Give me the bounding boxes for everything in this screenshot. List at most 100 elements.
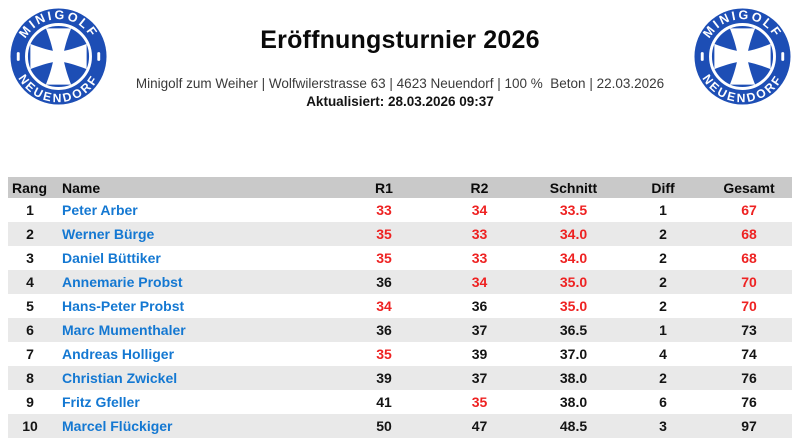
- rank-cell: 7: [26, 346, 34, 362]
- diff-cell: 2: [659, 274, 667, 290]
- player-name-link[interactable]: Christian Zwickel: [62, 370, 178, 386]
- player-name-link[interactable]: Peter Arber: [62, 202, 138, 218]
- player-name-link[interactable]: Annemarie Probst: [62, 274, 183, 290]
- table-row: 7 Andreas Holliger 35 39 37.0 4 74: [8, 342, 792, 366]
- col-header-r2: R2: [432, 177, 527, 198]
- diff-cell: 2: [659, 226, 667, 242]
- col-header-schnitt: Schnitt: [527, 177, 620, 198]
- schnitt-cell: 35.0: [559, 298, 588, 314]
- r1-cell: 39: [376, 370, 392, 386]
- r2-cell: 37: [471, 370, 488, 386]
- r1-cell: 36: [376, 274, 392, 290]
- club-logo-left: MINIGOLF NEUENDORF: [10, 8, 107, 105]
- gesamt-cell: 70: [741, 298, 757, 314]
- rank-cell: 8: [26, 370, 34, 386]
- diff-cell: 6: [659, 394, 667, 410]
- cross-pattee-icon: [30, 28, 87, 85]
- schnitt-cell: 37.0: [559, 346, 588, 362]
- venue-info: Minigolf zum Weiher | Wolfwilerstrasse 6…: [135, 76, 665, 91]
- diff-cell: 2: [659, 250, 667, 266]
- player-name-link[interactable]: Andreas Holliger: [62, 346, 175, 362]
- page-header: MINIGOLF NEUENDORF Eröffnungsturnier 202…: [0, 0, 800, 112]
- logo-dash-right: [97, 52, 101, 61]
- logo-dash-left: [16, 52, 20, 61]
- r1-cell: 36: [376, 322, 392, 338]
- diff-cell: 2: [659, 298, 667, 314]
- results-table-body: 1 Peter Arber 33 34 33.5 1 67 2 Werner Bürge 35 33…: [8, 198, 792, 438]
- page-title: Eröffnungsturnier 2026: [260, 26, 540, 54]
- gesamt-cell: 70: [741, 274, 757, 290]
- r1-cell: 34: [376, 298, 392, 314]
- rank-cell: 5: [26, 298, 34, 314]
- rank-cell: 2: [26, 226, 34, 242]
- gesamt-cell: 74: [741, 346, 757, 362]
- r2-cell: 47: [471, 418, 488, 434]
- r1-cell: 50: [376, 418, 392, 434]
- r1-cell: 41: [376, 394, 392, 410]
- rank-cell: 3: [26, 250, 34, 266]
- schnitt-cell: 33.5: [559, 202, 588, 218]
- player-name-link[interactable]: Fritz Gfeller: [62, 394, 140, 410]
- rank-cell: 9: [26, 394, 34, 410]
- r2-cell: 39: [471, 346, 488, 362]
- gesamt-cell: 97: [741, 418, 757, 434]
- r2-cell: 36: [471, 298, 488, 314]
- schnitt-cell: 48.5: [559, 418, 588, 434]
- schnitt-cell: 36.5: [559, 322, 588, 338]
- r2-cell: 33: [471, 250, 488, 266]
- r2-cell: 35: [471, 394, 488, 410]
- gesamt-cell: 67: [741, 202, 757, 218]
- player-name-link[interactable]: Daniel Büttiker: [62, 250, 161, 266]
- gesamt-cell: 76: [741, 370, 757, 386]
- r2-cell: 34: [471, 202, 488, 218]
- updated-timestamp: Aktualisiert: 28.03.2026 09:37: [306, 94, 494, 109]
- player-name-link[interactable]: Marc Mumenthaler: [62, 322, 186, 338]
- gesamt-cell: 73: [741, 322, 757, 338]
- r2-cell: 33: [471, 226, 488, 242]
- player-name-link[interactable]: Hans-Peter Probst: [62, 298, 185, 314]
- r1-cell: 33: [376, 202, 392, 218]
- table-header-row: Rang Name R1 R2 Schnitt Diff Gesamt: [8, 177, 792, 198]
- player-name-link[interactable]: Werner Bürge: [62, 226, 155, 242]
- schnitt-cell: 38.0: [559, 370, 588, 386]
- cross-pattee-icon: [714, 28, 771, 85]
- table-row: 5 Hans-Peter Probst 34 36 35.0 2 70: [8, 294, 792, 318]
- table-row: 2 Werner Bürge 35 33 34.0 2 68: [8, 222, 792, 246]
- diff-cell: 1: [659, 202, 667, 218]
- table-row: 1 Peter Arber 33 34 33.5 1 67: [8, 198, 792, 222]
- schnitt-cell: 35.0: [559, 274, 588, 290]
- table-row: 3 Daniel Büttiker 35 33 34.0 2 68: [8, 246, 792, 270]
- logo-dash-left: [700, 52, 704, 61]
- diff-cell: 1: [659, 322, 667, 338]
- col-header-name: Name: [52, 177, 336, 198]
- schnitt-cell: 38.0: [559, 394, 588, 410]
- diff-cell: 3: [659, 418, 667, 434]
- logo-dash-right: [781, 52, 785, 61]
- r2-cell: 37: [471, 322, 488, 338]
- table-row: 6 Marc Mumenthaler 36 37 36.5 1 73: [8, 318, 792, 342]
- table-row: 4 Annemarie Probst 36 34 35.0 2 70: [8, 270, 792, 294]
- r1-cell: 35: [376, 226, 392, 242]
- rank-cell: 1: [26, 202, 34, 218]
- results-table: Rang Name R1 R2 Schnitt Diff Gesamt 1 Pet…: [8, 177, 792, 438]
- r1-cell: 35: [376, 250, 392, 266]
- table-row: 9 Fritz Gfeller 41 35 38.0 6 76: [8, 390, 792, 414]
- r2-cell: 34: [471, 274, 488, 290]
- col-header-diff: Diff: [620, 177, 706, 198]
- col-header-rang: Rang: [8, 177, 52, 198]
- col-header-r1: R1: [336, 177, 432, 198]
- club-logo-right: MINIGOLF NEUENDORF: [694, 8, 791, 105]
- player-name-link[interactable]: Marcel Flückiger: [62, 418, 173, 434]
- r1-cell: 35: [376, 346, 392, 362]
- table-row: 8 Christian Zwickel 39 37 38.0 2 76: [8, 366, 792, 390]
- col-header-gesamt: Gesamt: [706, 177, 792, 198]
- table-row: 10 Marcel Flückiger 50 47 48.5 3 97: [8, 414, 792, 438]
- rank-cell: 6: [26, 322, 34, 338]
- gesamt-cell: 68: [741, 250, 757, 266]
- rank-cell: 4: [26, 274, 34, 290]
- schnitt-cell: 34.0: [559, 226, 588, 242]
- gesamt-cell: 76: [741, 394, 757, 410]
- gesamt-cell: 68: [741, 226, 757, 242]
- rank-cell: 10: [22, 418, 38, 434]
- diff-cell: 2: [659, 370, 667, 386]
